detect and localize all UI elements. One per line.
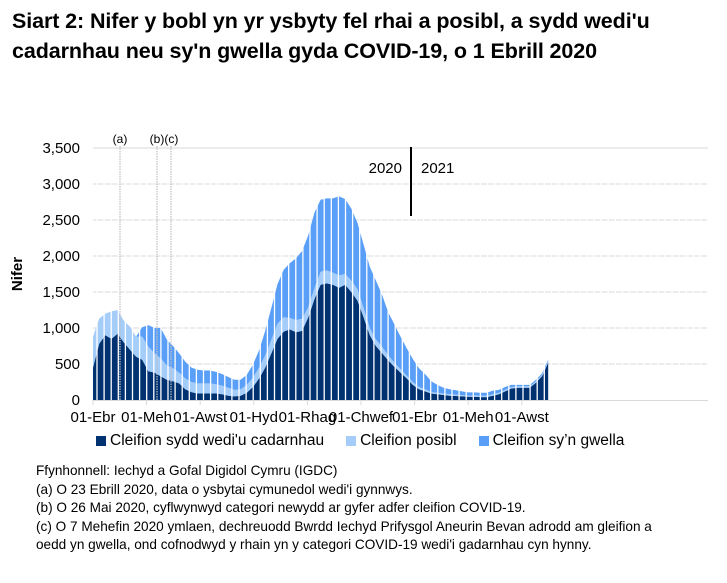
x-tick-label: 01-Awst	[495, 409, 550, 426]
y-tick-label: 1,500	[42, 284, 80, 301]
source-note: Ffynhonnell: Iechyd a Gofal Digidol Cymr…	[36, 463, 338, 478]
note-b: (b) O 26 Mai 2020, cyflwynwyd categori n…	[36, 500, 526, 515]
legend-label-confirmed: Cleifion sydd wedi'u cadarnhau	[110, 432, 325, 449]
note-c-line1: (c) O 7 Mehefin 2020 ymlaen, dechreuodd …	[36, 518, 652, 534]
note-a: (a) O 23 Ebrill 2020, data o ysbytai cym…	[36, 481, 413, 497]
chart-notes: Ffynhonnell: Iechyd a Gofal Digidol Cymr…	[36, 462, 716, 555]
legend-swatch-confirmed-icon	[96, 436, 106, 446]
y-tick-label: 2,500	[42, 212, 80, 229]
y-tick-label: 3,000	[42, 176, 80, 193]
legend-swatch-suspected-icon	[346, 436, 357, 446]
legend-item-confirmed: Cleifion sydd wedi'u cadarnhau	[96, 432, 324, 450]
x-tick-label: 01-Ebr	[70, 409, 115, 426]
year-label-2021: 2021	[421, 160, 454, 177]
x-tick-label: 01-Rhag	[279, 409, 337, 426]
x-tick-label: 01-Awst	[173, 409, 228, 426]
legend-item-suspected: Cleifion posibl	[346, 432, 457, 450]
legend-label-recovering: Cleifion sy’n gwella	[492, 432, 625, 449]
annotation-a: (a)	[113, 132, 128, 146]
legend-swatch-recovering-icon	[478, 436, 489, 446]
y-tick-label: 1,000	[42, 320, 80, 337]
legend-item-recovering: Cleifion sy’n gwella	[478, 432, 625, 450]
area-series	[93, 283, 549, 400]
stacked-area-chart: 0 500 1,000 1,500 2,000 2,500 3,000 3,500 Nifer 0…	[9, 132, 709, 426]
y-axis-label: Nifer	[9, 257, 26, 291]
x-tick-label: 01-Hyd	[230, 409, 278, 426]
chart-title: Siart 2: Nifer y bobl yn yr ysbyty fel r…	[12, 9, 650, 63]
x-tick-label: 01-Meh	[121, 409, 172, 426]
y-tick-label: 3,500	[42, 140, 80, 157]
x-tick-label: 01-Meh	[443, 409, 494, 426]
note-c-line2: oedd yn gwella, ond cofnodwyd y rhain yn…	[36, 537, 592, 552]
legend-label-suspected: Cleifion posibl	[360, 432, 457, 449]
y-tick-label: 2,000	[42, 248, 80, 265]
y-tick-label: 0	[72, 392, 80, 409]
y-tick-label: 500	[55, 356, 80, 373]
year-label-2020: 2020	[369, 160, 402, 177]
x-tick-label: 01-Ebr	[392, 409, 437, 426]
x-tick-label: 01-Chwef	[329, 409, 394, 426]
annotation-bc: (b)(c)	[150, 132, 179, 146]
area-series	[93, 196, 549, 396]
chart-legend: Cleifion sydd wedi'u cadarnhau Cleifion …	[96, 432, 646, 450]
